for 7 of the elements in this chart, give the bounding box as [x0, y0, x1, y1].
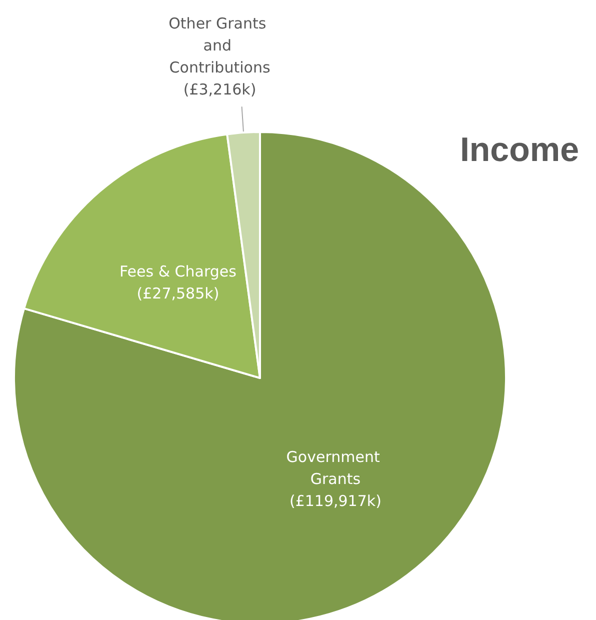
- slice-label: Other Grants and Contributions: [168, 14, 271, 77]
- slice-label: Government Grants: [286, 448, 385, 488]
- data-label: (£3,216k): [183, 80, 256, 99]
- text: Income: [460, 131, 580, 169]
- data-label: (£27,585k): [136, 284, 220, 302]
- data-label: (£119,917k): [289, 492, 382, 510]
- slice-label: Fees & Charges: [119, 262, 237, 280]
